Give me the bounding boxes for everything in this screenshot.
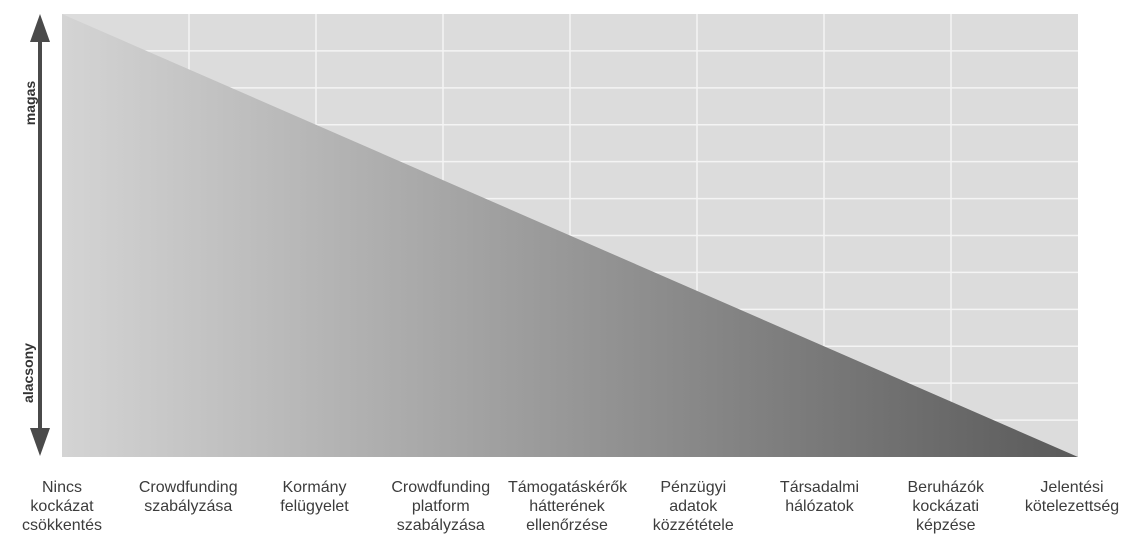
arrow-down-head	[30, 428, 50, 456]
category-label: Crowdfunding platform szabályzása	[391, 479, 491, 534]
axis-label-low: alacsony	[20, 343, 36, 403]
axis-label-high: magas	[22, 80, 38, 126]
category-label: Pénzügyi adatok közzététele	[652, 479, 734, 534]
category-label: Támogatáskérők hátterének ellenőrzése	[508, 479, 628, 534]
arrow-up-head	[30, 14, 50, 42]
category-label: Nincs kockázat csökkentés	[21, 479, 103, 534]
category-label: Kormány felügyelet	[280, 479, 349, 515]
category-label: Társadalmi hálózatok	[779, 479, 860, 515]
category-label: Beruházók kockázati képzése	[907, 479, 985, 534]
risk-gradient-triangle	[62, 14, 1078, 457]
category-label: Jelentési kötelezettség	[1024, 479, 1120, 515]
category-label: Crowdfunding szabályzása	[138, 479, 238, 515]
vertical-axis-arrow	[30, 14, 50, 456]
